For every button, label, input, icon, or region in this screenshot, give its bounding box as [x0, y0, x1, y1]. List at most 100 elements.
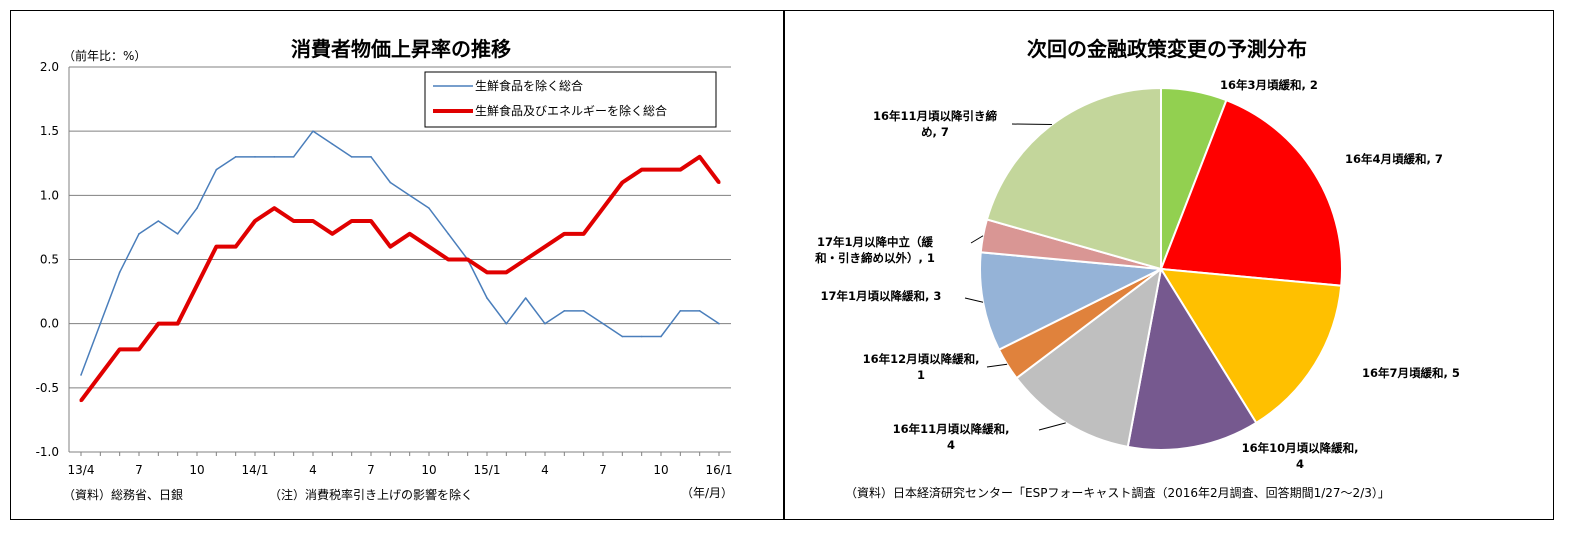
legend-label-core: 生鮮食品を除く総合 [475, 78, 583, 93]
data-point [698, 155, 702, 159]
data-point [272, 206, 276, 210]
leader-line [986, 363, 1008, 368]
data-point [350, 219, 354, 223]
pie-slice-label: 16年4月頃緩和, 7 [1345, 152, 1443, 166]
data-point [504, 270, 508, 274]
data-point [505, 322, 508, 325]
data-point [698, 310, 701, 312]
pie-slice [1126, 266, 1258, 451]
x-tick-label: 7 [135, 463, 143, 477]
legend-label-core-core: 生鮮食品及びエネルギーを除く総合 [475, 103, 667, 118]
data-point [350, 156, 353, 158]
data-point [195, 283, 199, 287]
x-tick-label: 16/1 [706, 463, 733, 477]
data-point [80, 374, 82, 376]
data-point [620, 181, 624, 184]
data-point [254, 156, 256, 158]
data-point [717, 181, 721, 184]
x-tick-label: 10 [189, 463, 204, 477]
data-point [447, 233, 450, 235]
pie-slice-label: 1 [917, 368, 925, 382]
data-point [679, 310, 682, 312]
data-point [196, 207, 198, 209]
data-point [331, 143, 334, 145]
pie-slice-label: 16年11月頃以降引き締 [873, 109, 998, 123]
legend: 生鮮食品を除く総合 生鮮食品及びエネルギーを除く総合 [424, 71, 717, 128]
y-tick-label: 1.0 [40, 188, 59, 202]
data-point [176, 322, 180, 326]
data-point [640, 335, 643, 338]
x-tick-labels: 13/4 7 10 14/1 4 7 10 15/1 4 7 10 16/1 [68, 452, 733, 477]
data-point [544, 322, 546, 325]
x-tick-label: 13/4 [68, 463, 95, 477]
leader-line [1038, 422, 1066, 431]
pie-slice-label: 17年1月以降中立（緩 [817, 235, 934, 249]
pie-slice-label: 4 [947, 438, 955, 452]
x-tick-label: 14/1 [242, 463, 269, 477]
pie-chart-title: 次回の金融政策変更の予測分布 [1027, 37, 1307, 61]
x-tick-label: 4 [309, 463, 317, 477]
series-line-core-core [79, 154, 721, 402]
pie-slice-label: め, 7 [921, 125, 949, 139]
data-point [215, 168, 218, 171]
data-point [138, 233, 140, 235]
leader-line [1011, 123, 1052, 126]
x-tick-label: 7 [367, 463, 375, 477]
data-point [718, 322, 720, 325]
source-note: （資料）総務省、日銀 [63, 488, 183, 502]
data-point [466, 258, 470, 261]
data-point [311, 219, 315, 223]
line-chart-title: 消費者物価上昇率の推移 [291, 37, 511, 61]
data-point [678, 168, 682, 172]
data-point [485, 270, 489, 274]
data-point [582, 232, 586, 236]
data-point [118, 347, 122, 351]
data-point [428, 207, 430, 209]
y-tick-label: 2.0 [40, 60, 59, 74]
y-tick-label: 1.5 [40, 124, 59, 138]
pie-slice [1159, 98, 1343, 287]
data-point [563, 310, 566, 312]
data-point [408, 194, 411, 197]
data-point [562, 232, 566, 236]
y-tick-labels: 2.0 1.5 1.0 0.5 0.0 -0.5 -1.0 [36, 60, 59, 459]
line-chart-panel: 消費者物価上昇率の推移 （前年比：%） （年/月） （資料）総務省、日銀 （注）… [10, 10, 784, 520]
data-point [640, 168, 644, 172]
pie-slice-label: 4 [1296, 457, 1304, 471]
data-point [253, 219, 257, 223]
series-line-core [80, 130, 720, 376]
data-point [118, 271, 121, 274]
data-point [137, 347, 141, 351]
pie-slice-label: 16年12月頃以降緩和, [863, 352, 980, 366]
data-point [524, 258, 528, 261]
pie-slice-label: 17年1月頃以降緩和, 3 [821, 289, 942, 303]
data-point [602, 322, 604, 325]
x-axis-unit: （年/月） [681, 486, 733, 500]
pie-slice [1159, 267, 1343, 425]
data-point [543, 245, 547, 249]
data-point [292, 156, 295, 158]
data-point [427, 245, 431, 249]
series-lines [79, 130, 721, 403]
x-tick-label: 15/1 [474, 463, 501, 477]
pie-labels: 16年3月頃緩和, 2 16年4月頃緩和, 7 16年7月頃緩和, 5 16年10月頃… [815, 78, 1460, 471]
pie-slices [979, 86, 1343, 451]
pie-chart-panel: 次回の金融政策変更の予測分布 16年3月頃緩和, 2 16年4月頃緩和, 7 16年… [784, 10, 1554, 520]
data-point [388, 245, 392, 249]
pie-slice-label: 和・引き締め以外）, 1 [815, 251, 935, 265]
data-point [234, 245, 238, 249]
leader-line [970, 235, 984, 244]
data-point [292, 219, 296, 223]
data-point [369, 219, 373, 223]
y-axis-unit: （前年比：%） [63, 48, 146, 63]
data-point [408, 232, 412, 236]
x-tick-label: 7 [599, 463, 607, 477]
data-point [582, 310, 585, 312]
data-point [486, 297, 488, 299]
x-tick-label: 10 [421, 463, 436, 477]
legend-box [424, 71, 717, 128]
x-tick-label: 10 [653, 463, 668, 477]
tax-note: （注）消費税率引き上げの影響を除く [269, 487, 473, 502]
data-point [446, 258, 450, 261]
